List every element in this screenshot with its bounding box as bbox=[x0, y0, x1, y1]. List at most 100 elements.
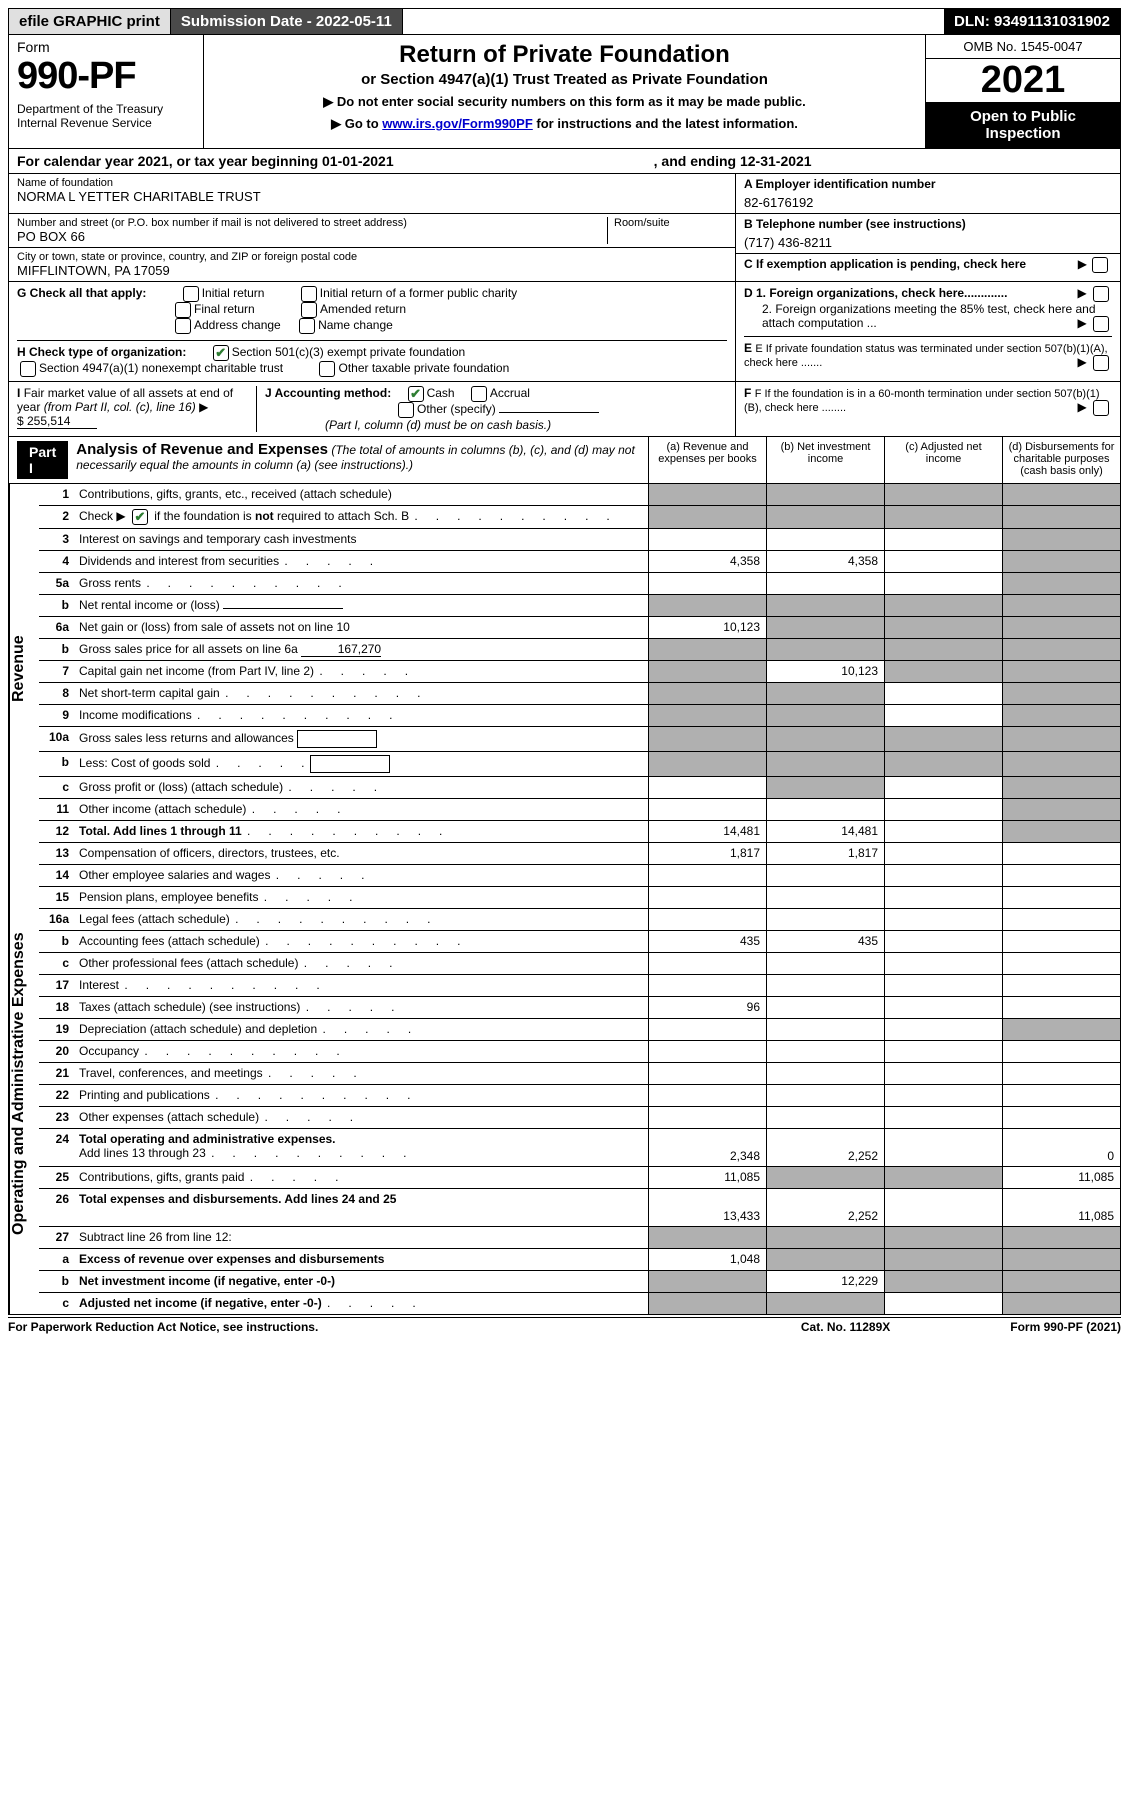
ln5a-a bbox=[648, 573, 766, 594]
g-namechg-cb[interactable] bbox=[299, 318, 315, 334]
ln2-a: Check ▶ bbox=[79, 509, 129, 523]
form-word: Form bbox=[17, 39, 195, 55]
ln25-d: 11,085 bbox=[1002, 1167, 1120, 1188]
ln16c-text: Other professional fees (attach schedule… bbox=[79, 956, 298, 970]
line-18: 18 Taxes (attach schedule) (see instruct… bbox=[39, 997, 1120, 1019]
ln2-cb[interactable]: ✔ bbox=[132, 509, 148, 525]
line-20: 20 Occupancy bbox=[39, 1041, 1120, 1063]
ln27b-desc: Net investment income (if negative, ente… bbox=[77, 1271, 648, 1292]
ln25-b bbox=[766, 1167, 884, 1188]
d2-cb[interactable] bbox=[1093, 316, 1109, 332]
j-cash-cb[interactable]: ✔ bbox=[408, 386, 424, 402]
ln16c-d bbox=[1002, 953, 1120, 974]
ln13-a: 1,817 bbox=[648, 843, 766, 864]
ln5a-b bbox=[766, 573, 884, 594]
ln10b-b bbox=[766, 752, 884, 776]
c-checkbox[interactable] bbox=[1092, 257, 1108, 273]
ln4-d bbox=[1002, 551, 1120, 572]
ln27b-text: Net investment income (if negative, ente… bbox=[79, 1274, 335, 1288]
ln2-cc bbox=[884, 506, 1002, 528]
j-accr-cb[interactable] bbox=[471, 386, 487, 402]
line-23: 23 Other expenses (attach schedule) bbox=[39, 1107, 1120, 1129]
g-addrchg-cb[interactable] bbox=[175, 318, 191, 334]
h-other-cb[interactable] bbox=[319, 361, 335, 377]
ln9-b bbox=[766, 705, 884, 726]
ln10a-b bbox=[766, 727, 884, 751]
ln5a-desc: Gross rents bbox=[77, 573, 648, 594]
ln16b-desc: Accounting fees (attach schedule) bbox=[77, 931, 648, 952]
i-row: I Fair market value of all assets at end… bbox=[17, 386, 257, 432]
g-opt-1: Initial return of a former public charit… bbox=[320, 286, 517, 300]
ein-row: A Employer identification number 82-6176… bbox=[736, 174, 1120, 214]
ln6a-b bbox=[766, 617, 884, 638]
ln2-not: not bbox=[255, 509, 274, 523]
ln11-desc: Other income (attach schedule) bbox=[77, 799, 648, 820]
g-initial-former-cb[interactable] bbox=[301, 286, 317, 302]
ln24-d: 0 bbox=[1002, 1129, 1120, 1166]
ln26-d: 11,085 bbox=[1002, 1189, 1120, 1226]
ln18-b bbox=[766, 997, 884, 1018]
g-amended-cb[interactable] bbox=[301, 302, 317, 318]
ln10b-d bbox=[1002, 752, 1120, 776]
g-opt-5: Name change bbox=[318, 318, 393, 332]
ln1-b bbox=[766, 484, 884, 505]
ln10c-b bbox=[766, 777, 884, 798]
h-501c3-cb[interactable]: ✔ bbox=[213, 345, 229, 361]
g-initial-return-cb[interactable] bbox=[183, 286, 199, 302]
ln5b-c bbox=[884, 595, 1002, 616]
ln16c-c bbox=[884, 953, 1002, 974]
ln21-b bbox=[766, 1063, 884, 1084]
ln16b-d bbox=[1002, 931, 1120, 952]
e-cb[interactable] bbox=[1093, 355, 1109, 371]
ln5a-text: Gross rents bbox=[79, 576, 141, 590]
ln10c-desc: Gross profit or (loss) (attach schedule) bbox=[77, 777, 648, 798]
ein-value: 82-6176192 bbox=[744, 195, 1112, 210]
ln11-b bbox=[766, 799, 884, 820]
ln18-num: 18 bbox=[39, 997, 77, 1018]
ln10b-a bbox=[648, 752, 766, 776]
form-number: 990-PF bbox=[17, 55, 195, 98]
ln4-b: 4,358 bbox=[766, 551, 884, 572]
ln27b-a bbox=[648, 1271, 766, 1292]
ln4-num: 4 bbox=[39, 551, 77, 572]
d1-cb[interactable] bbox=[1093, 286, 1109, 302]
g-final-cb[interactable] bbox=[175, 302, 191, 318]
g-row: G Check all that apply: Initial return I… bbox=[17, 286, 727, 334]
ln8-a bbox=[648, 683, 766, 704]
phone-row: B Telephone number (see instructions) (7… bbox=[736, 214, 1120, 254]
cal-end: , and ending 12-31-2021 bbox=[654, 153, 812, 169]
f-cb[interactable] bbox=[1093, 400, 1109, 416]
line-10a: 10a Gross sales less returns and allowan… bbox=[39, 727, 1120, 752]
form-header-left: Form 990-PF Department of the Treasury I… bbox=[9, 35, 204, 148]
form-note-ssn: ▶ Do not enter social security numbers o… bbox=[216, 94, 913, 110]
ln10b-c bbox=[884, 752, 1002, 776]
addr-label: Number and street (or P.O. box number if… bbox=[17, 217, 607, 229]
f-row: F F If the foundation is in a 60-month t… bbox=[735, 382, 1120, 436]
irs-link[interactable]: www.irs.gov/Form990PF bbox=[382, 116, 533, 131]
h-label: H Check type of organization: bbox=[17, 345, 186, 359]
ln10b-box bbox=[310, 755, 390, 773]
ln6b-a bbox=[648, 639, 766, 660]
ln6b-desc: Gross sales price for all assets on line… bbox=[77, 639, 648, 660]
ln24-c bbox=[884, 1129, 1002, 1166]
line-27c: c Adjusted net income (if negative, ente… bbox=[39, 1293, 1120, 1315]
part1-title: Analysis of Revenue and Expenses bbox=[76, 441, 328, 458]
ln21-num: 21 bbox=[39, 1063, 77, 1084]
ln19-num: 19 bbox=[39, 1019, 77, 1040]
ln8-c bbox=[884, 683, 1002, 704]
ln27c-d bbox=[1002, 1293, 1120, 1314]
ln27c-c bbox=[884, 1293, 1002, 1314]
j-other-cb[interactable] bbox=[398, 402, 414, 418]
side-expenses: Operating and Administrative Expenses bbox=[9, 854, 39, 1314]
e-label: E If private foundation status was termi… bbox=[744, 343, 1108, 369]
h-4947-cb[interactable] bbox=[20, 361, 36, 377]
d1-label: D 1. Foreign organizations, check here..… bbox=[744, 286, 1007, 300]
f-label: F If the foundation is in a 60-month ter… bbox=[744, 388, 1100, 414]
c-label: C If exemption application is pending, c… bbox=[744, 257, 1026, 271]
ln20-text: Occupancy bbox=[79, 1044, 139, 1058]
ln27a-c bbox=[884, 1249, 1002, 1270]
ln21-d bbox=[1002, 1063, 1120, 1084]
line-6b: b Gross sales price for all assets on li… bbox=[39, 639, 1120, 661]
ln10b-desc: Less: Cost of goods sold bbox=[77, 752, 648, 776]
j-row: J Accounting method: ✔Cash Accrual Other… bbox=[257, 386, 727, 432]
